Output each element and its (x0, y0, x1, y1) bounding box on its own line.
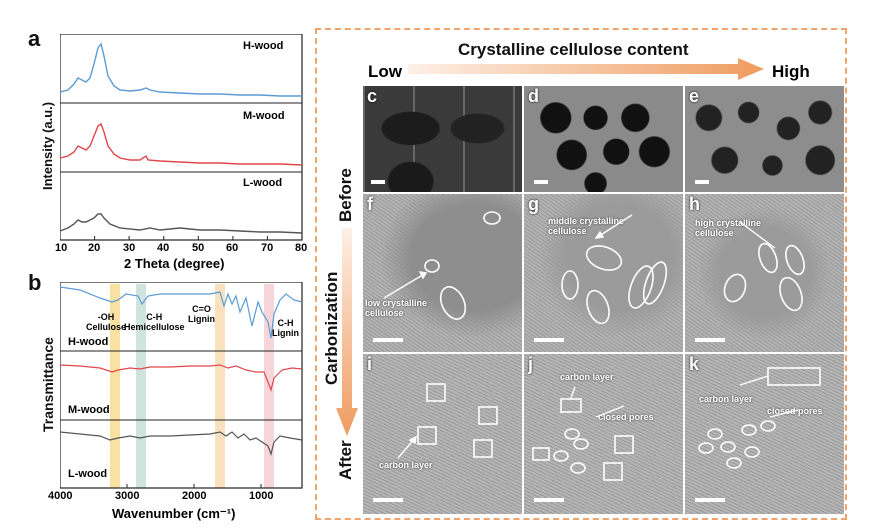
ftir-xtick-2: 2000 (182, 490, 207, 502)
panel-f-letter: f (367, 194, 373, 214)
ftir-trace-m-wood (60, 364, 303, 393)
panel-g-letter: g (528, 194, 539, 214)
sem-image-d: d (523, 85, 684, 193)
scale-bar (371, 180, 385, 184)
ftir-trace-l-wood (60, 431, 303, 457)
xrd-chart (60, 34, 303, 241)
scale-bar (695, 338, 725, 342)
annotation-text: carbon layer (560, 372, 614, 382)
panel-c-letter: c (367, 86, 378, 106)
scale-bar (695, 498, 725, 502)
sem-image-e: e (684, 85, 845, 193)
xrd-trace-label-l: L-wood (243, 177, 283, 189)
xrd-xtick-4: 50 (192, 242, 205, 254)
panel-j-letter: j (528, 354, 534, 374)
xrd-xtick-1: 20 (88, 242, 101, 254)
ftir-trace-label-m: M-wood (68, 404, 110, 416)
ftir-trace-h-wood (60, 286, 303, 339)
xrd-trace-label-h: H-wood (243, 40, 284, 52)
carbonization-arrow (336, 228, 358, 436)
tem-image-i: i carbon layer (362, 353, 523, 515)
ftir-xtick-3: 1000 (249, 490, 274, 502)
crystalline-arrow (408, 58, 764, 80)
ftir-chart (60, 282, 303, 489)
tem-image-j: j carbon layer closed pores (523, 353, 684, 515)
panel-a-letter: a (28, 26, 41, 51)
low-label: Low (368, 62, 402, 81)
ftir-band-label-ch-hemi: C-H Hemicellulose (124, 312, 185, 332)
scale-bar (534, 180, 548, 184)
annotation-text: low crystalline cellulose (365, 298, 428, 318)
xrd-xtick-5: 60 (226, 242, 239, 254)
annotation-text: high crystalline cellulose (695, 218, 762, 238)
ftir-xtick-1: 3000 (115, 490, 140, 502)
ftir-band-co (215, 284, 225, 488)
annotation-text-2: closed pores (598, 412, 654, 422)
sem-image-c: c (362, 85, 523, 193)
panel-d-letter: d (528, 86, 539, 106)
panel-k-letter: k (689, 354, 700, 374)
ftir-band-label-co: C=O Lignin (188, 304, 215, 324)
xrd-xtick-7: 80 (295, 242, 308, 254)
tem-image-h: h high crystalline cellulose (684, 193, 845, 353)
scale-bar (695, 180, 709, 184)
xrd-xtick-0: 10 (55, 242, 68, 254)
scale-bar (534, 338, 564, 342)
panel-h-letter: h (689, 194, 700, 214)
xrd-xtick-2: 30 (123, 242, 136, 254)
xrd-trace-label-m: M-wood (243, 110, 285, 122)
annotation-text: carbon layer (379, 460, 433, 470)
tem-image-k: k carbon layer closed pores (684, 353, 845, 515)
ftir-xlabel: Wavenumber (cm⁻¹) (112, 506, 236, 521)
panel-e-letter: e (689, 86, 700, 106)
ftir-trace-label-l: L-wood (68, 468, 108, 480)
scale-bar (534, 498, 564, 502)
scale-bar (373, 338, 403, 342)
xrd-xtick-3: 40 (157, 242, 170, 254)
annotation-text: middle crystalline cellulose (548, 216, 625, 236)
header-crystalline: Crystalline cellulose content (458, 40, 689, 59)
xrd-trace-m-wood (60, 122, 303, 166)
xrd-xlabel: 2 Theta (degree) (124, 256, 225, 271)
tem-image-f: f low crystalline cellulose (362, 193, 523, 353)
xrd-trace-h-wood (60, 42, 302, 97)
ftir-band-oh (110, 284, 120, 488)
scale-bar (373, 498, 403, 502)
panel-i-letter: i (367, 354, 373, 374)
xrd-trace-l-wood (60, 213, 303, 234)
panel-b-letter: b (28, 270, 42, 295)
ftir-xtick-0: 4000 (48, 490, 73, 502)
xrd-xtick-6: 70 (261, 242, 274, 254)
high-label: High (772, 62, 810, 81)
annotation-text: carbon layer (699, 394, 753, 404)
right-frame (315, 28, 847, 520)
ftir-band-label-oh: -OH Cellulose (86, 312, 127, 332)
tem-image-g: g middle crystalline cellulose (523, 193, 684, 353)
ftir-band-label-ch-lignin: C-H Lignin (272, 318, 299, 338)
ftir-trace-label-h: H-wood (68, 336, 109, 348)
ftir-band-ch-hemi (136, 284, 146, 488)
